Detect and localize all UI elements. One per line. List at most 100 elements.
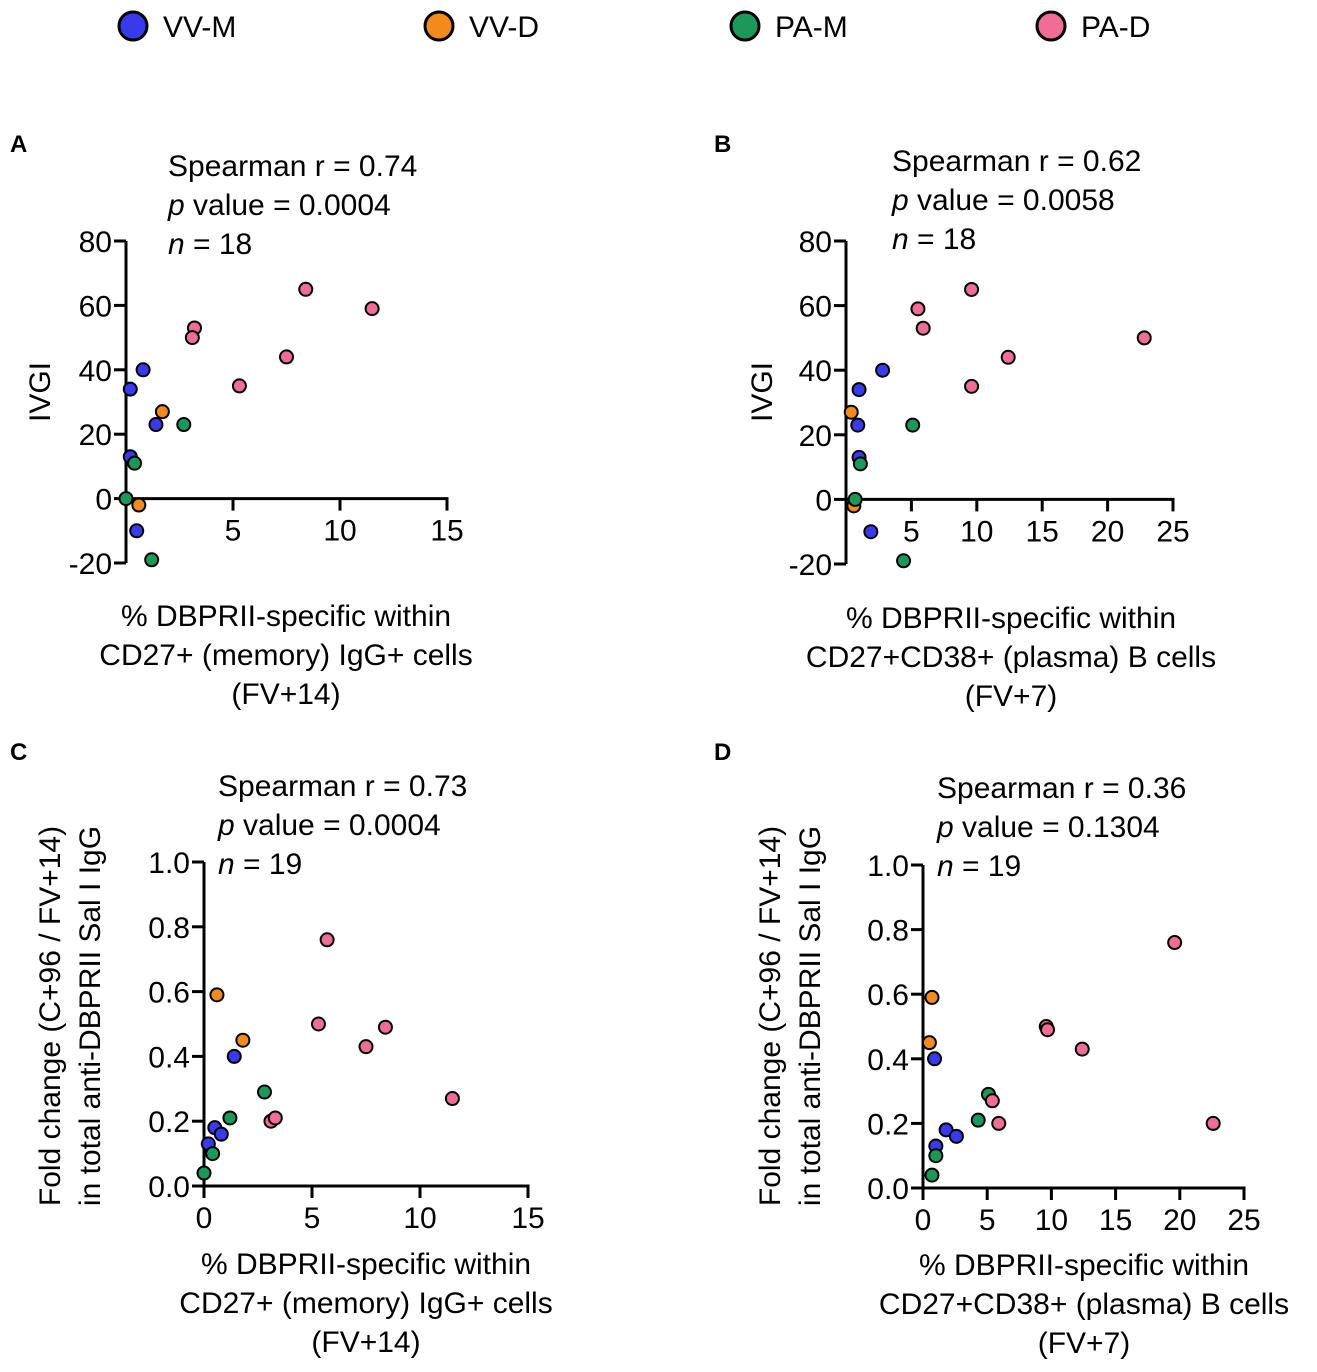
stat-p-value: p value = 0.1304 <box>936 811 1160 844</box>
x-tick-label: 20 <box>1091 515 1124 548</box>
legend-entry-pa-m: PA-M <box>729 10 848 44</box>
legend-marker <box>729 10 761 42</box>
stat-n-symbol: n <box>937 850 954 883</box>
y-tick-label: 0 <box>95 484 112 517</box>
data-point-vv-d <box>209 987 225 1003</box>
stat-n-symbol: n <box>218 848 235 881</box>
data-point-vv-d <box>843 404 859 420</box>
y-tick-label: 0.4 <box>148 1041 190 1074</box>
x-axis-label: CD27+ (memory) IgG+ cells <box>99 639 472 672</box>
y-axis-label: IVGI <box>746 362 779 422</box>
data-point-vv-d <box>154 404 170 420</box>
y-axis-label: in total anti-DBPRII Sal I IgG <box>74 826 107 1206</box>
x-axis-label: CD27+CD38+ (plasma) B cells <box>806 641 1216 674</box>
data-point-pa-m <box>896 553 912 569</box>
data-point-pa-d <box>1167 935 1183 951</box>
data-point-pa-d <box>310 1016 326 1032</box>
data-point-pa-d <box>910 301 926 317</box>
data-point-pa-d <box>1040 1022 1056 1038</box>
data-point-vv-m <box>122 381 138 397</box>
stat-n-text: = 19 <box>954 850 1022 883</box>
y-tick-label: 60 <box>799 291 832 324</box>
stat-n: n = 18 <box>892 223 976 256</box>
data-point-pa-d <box>1074 1041 1090 1057</box>
data-point-pa-d <box>444 1091 460 1107</box>
stat-n-text: = 18 <box>909 223 977 256</box>
y-axis-label: Fold change (C+96 / FV+14) <box>34 826 67 1206</box>
data-point-vv-m <box>148 417 164 433</box>
panels: A -20 0 20 40 60 80 5 10 15 Spearman r = 0.74 p val… <box>10 131 1289 1360</box>
data-point-pa-m <box>970 1112 986 1128</box>
panel-b: B -20 0 20 40 60 80 5 10 15 20 25 Spearman r = 0.62 p… <box>714 131 1216 713</box>
stat-p-symbol: p <box>936 811 954 844</box>
y-tick-label: -20 <box>69 548 112 581</box>
y-tick-label: 0.2 <box>148 1106 190 1139</box>
data-point-pa-d <box>964 281 980 297</box>
data-point-pa-m <box>847 491 863 507</box>
x-tick-label: 25 <box>1227 1204 1260 1237</box>
x-axis-label: (FV+7) <box>1038 1327 1131 1360</box>
data-point-pa-m <box>924 1167 940 1183</box>
legend-label: PA-M <box>775 11 848 44</box>
y-tick-label: 0.2 <box>867 1108 909 1141</box>
stat-n: n = 18 <box>168 228 252 261</box>
data-point-pa-d <box>231 378 247 394</box>
y-tick-label: 0.4 <box>867 1044 909 1077</box>
data-point-pa-d <box>267 1110 283 1126</box>
panel-c: C 0.0 0.2 0.4 0.6 0.8 1.0 0 5 10 15 Spearman r = 0.… <box>10 739 553 1359</box>
stat-p-value: p value = 0.0004 <box>167 189 391 222</box>
data-point-pa-m <box>256 1084 272 1100</box>
x-tick-label: 25 <box>1156 515 1189 548</box>
stat-p-text: value = 0.0004 <box>185 189 391 222</box>
y-axis-label: Fold change (C+96 / FV+14) <box>754 826 787 1206</box>
data-point-pa-m <box>176 417 192 433</box>
panel-a: A -20 0 20 40 60 80 5 10 15 Spearman r = 0.74 p val… <box>10 131 473 711</box>
legend-label: PA-D <box>1081 11 1150 44</box>
x-axis-label: (FV+14) <box>311 1326 420 1359</box>
panel-letter: B <box>714 131 731 158</box>
y-tick-label: 80 <box>799 226 832 259</box>
panel-letter: C <box>10 739 27 766</box>
stat-n: n = 19 <box>218 848 302 881</box>
stat-n-symbol: n <box>168 228 185 261</box>
data-point-pa-d <box>1136 330 1152 346</box>
data-point-pa-d <box>184 330 200 346</box>
stat-p-symbol: p <box>167 189 185 222</box>
stat-spearman: Spearman r = 0.62 <box>892 145 1141 178</box>
data-point-pa-d <box>964 378 980 394</box>
x-tick-label: 10 <box>960 515 993 548</box>
x-tick-label: 10 <box>1035 1204 1068 1237</box>
x-tick-label: 5 <box>979 1204 996 1237</box>
x-tick-label: 15 <box>430 515 463 548</box>
data-point-vv-m <box>875 362 891 378</box>
x-axis-label: % DBPRII-specific within <box>919 1249 1249 1282</box>
legend-marker <box>423 10 455 42</box>
x-tick-label: 15 <box>1026 515 1059 548</box>
y-axis-label: IVGI <box>24 362 57 422</box>
x-tick-label: 15 <box>1099 1204 1132 1237</box>
stat-n-text: = 18 <box>185 228 253 261</box>
legend-entry-pa-d: PA-D <box>1035 10 1150 44</box>
x-axis-label: (FV+7) <box>965 680 1058 713</box>
y-tick-label: 1.0 <box>867 850 909 883</box>
stat-spearman: Spearman r = 0.74 <box>168 150 417 183</box>
y-tick-label: 40 <box>79 355 112 388</box>
stat-n-text: = 19 <box>235 848 303 881</box>
y-tick-label: -20 <box>789 549 832 582</box>
y-tick-label: 0.6 <box>867 979 909 1012</box>
data-point-vv-m <box>927 1051 943 1067</box>
y-tick-label: 0.0 <box>148 1171 190 1204</box>
stat-p-text: value = 0.1304 <box>954 811 1160 844</box>
y-tick-label: 0.0 <box>867 1173 909 1206</box>
x-axis-label: CD27+ (memory) IgG+ cells <box>179 1287 552 1320</box>
data-point-vv-m <box>948 1128 964 1144</box>
data-point-vv-m <box>213 1126 229 1142</box>
y-tick-label: 0.8 <box>867 915 909 948</box>
stat-p-text: value = 0.0058 <box>909 184 1115 217</box>
data-point-vv-m <box>226 1048 242 1064</box>
data-point-pa-d <box>984 1093 1000 1109</box>
data-point-pa-m <box>144 552 160 568</box>
x-tick-label: 5 <box>304 1202 321 1235</box>
panel-letter: A <box>10 131 27 158</box>
